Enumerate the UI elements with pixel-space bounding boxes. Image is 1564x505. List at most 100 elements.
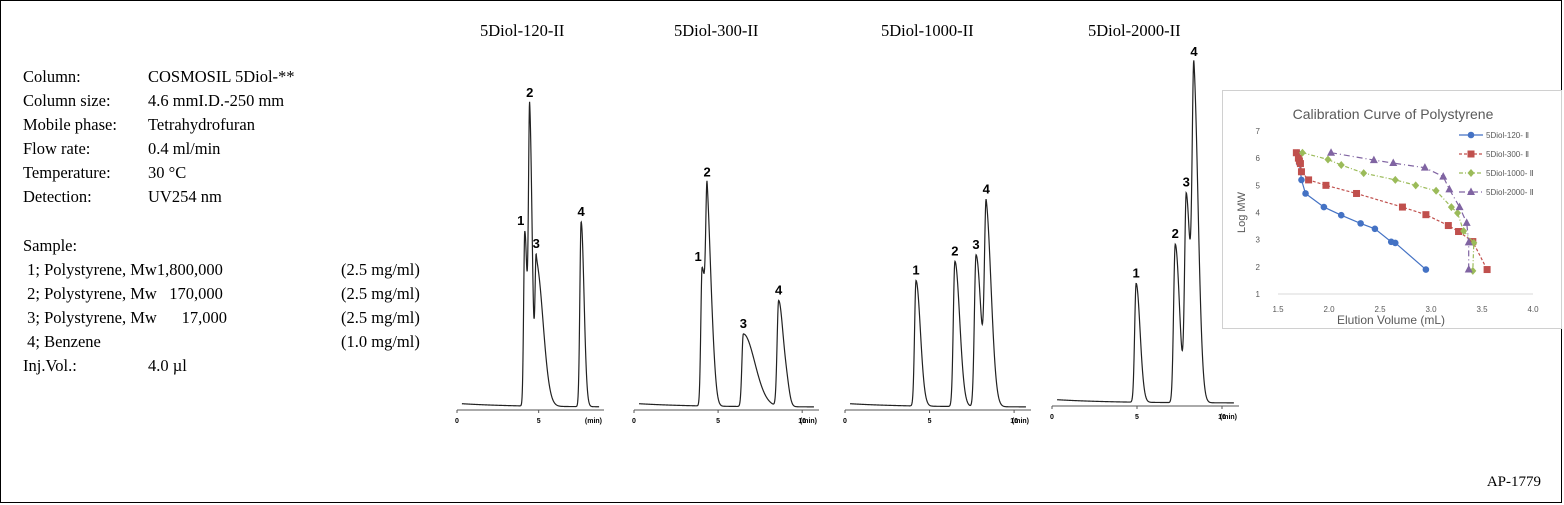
calibration-point (1389, 158, 1398, 167)
calibration-point (1296, 160, 1304, 168)
injection-volume-label: Inj.Vol.: (23, 356, 77, 375)
peak-label: 4 (775, 282, 783, 297)
injection-volume-value: 4.0 µl (148, 356, 187, 375)
chromatogram-tick-label: 10 (1218, 414, 1226, 421)
calibration-point (1460, 226, 1468, 235)
sample-name: 4; Benzene (23, 332, 101, 351)
chromatogram-trace (461, 101, 600, 408)
condition-value: COSMOSIL 5Diol-** (148, 67, 295, 86)
chromatogram-tick-label: 5 (537, 418, 541, 425)
calibration-point (1455, 202, 1464, 211)
peak-label: 1 (1133, 265, 1140, 280)
calibration-y-tick: 1 (1256, 290, 1261, 299)
sample-concentration: (2.5 mg/ml) (341, 284, 420, 303)
calibration-point (1462, 218, 1471, 226)
calibration-point (1439, 172, 1448, 180)
calibration-point (1464, 265, 1473, 273)
calibration-point (1470, 238, 1478, 247)
peak-label: 4 (1190, 44, 1198, 59)
peak-label: 2 (1172, 226, 1179, 241)
calibration-y-label: Log MW (1236, 191, 1248, 233)
calibration-point (1398, 203, 1406, 211)
calibration-title: Calibration Curve of Polystyrene (1293, 106, 1494, 122)
condition-key: Temperature: (23, 163, 111, 182)
calibration-point (1298, 176, 1305, 184)
calibration-point (1422, 266, 1430, 273)
calibration-point (1298, 148, 1306, 157)
calibration-y-tick: 4 (1256, 209, 1261, 218)
peak-label: 4 (983, 182, 991, 197)
calibration-point (1360, 169, 1368, 178)
legend-label: 5Diol-2000- Ⅱ (1486, 188, 1534, 197)
chromatogram-tick-label: 5 (1135, 414, 1139, 421)
legend-marker (1467, 187, 1475, 195)
peak-label: 2 (951, 243, 958, 258)
calibration-point (1469, 266, 1477, 275)
calibration-point (1337, 160, 1345, 169)
legend-entry: 5Diol-2000- Ⅱ (1459, 187, 1534, 197)
legend-label: 5Diol-1000- Ⅱ (1486, 169, 1534, 178)
calibration-y-tick: 3 (1256, 236, 1261, 245)
chromatogram-tick-label: 0 (843, 418, 847, 425)
sample-name: 1; Polystyrene, Mw1,800,000 (23, 260, 223, 279)
peak-label: 1 (517, 213, 524, 228)
calibration-y-tick: 2 (1256, 263, 1261, 272)
calibration-point (1357, 220, 1364, 227)
calibration-x-tick: 1.5 (1272, 305, 1284, 314)
chromatogram-1: 0 5 10(min) 1 2 3 4 (632, 165, 819, 425)
chromatogram-title-300: 5Diol-300-II (674, 21, 759, 40)
peak-label: 3 (1183, 175, 1190, 190)
calibration-series-3 (1327, 148, 1473, 273)
chromatogram-trace (1057, 60, 1234, 404)
calibration-point (1322, 181, 1330, 189)
condition-key: Flow rate: (23, 139, 91, 158)
calibration-point (1324, 155, 1332, 164)
legend-marker (1467, 131, 1475, 139)
calibration-point (1444, 222, 1452, 230)
chromatogram-title-120: 5Diol-120-II (480, 21, 565, 40)
sample-concentration: (2.5 mg/ml) (341, 308, 420, 327)
chromatogram-0: 0 5 (min) 1 2 3 4 (455, 85, 604, 425)
calibration-point (1392, 239, 1399, 247)
calibration-y-tick: 6 (1256, 154, 1261, 163)
condition-key: Detection: (23, 187, 92, 206)
peak-label: 3 (972, 237, 979, 252)
calibration-point (1327, 148, 1336, 156)
calibration-point (1432, 186, 1440, 195)
calibration-chart-svg: Calibration Curve of Polystyrene 1.5 2.0 2.… (1236, 106, 1539, 327)
condition-value: 0.4 ml/min (148, 139, 221, 158)
peak-label: 2 (526, 85, 533, 100)
calibration-series-1 (1292, 149, 1491, 274)
chromatogram-2: 0 5 10(min) 1 2 3 4 (843, 182, 1031, 425)
condition-value: 4.6 mmI.D.-250 mm (148, 91, 285, 110)
calibration-series-0 (1294, 149, 1430, 273)
peak-label: 3 (740, 316, 747, 331)
calibration-chart: Calibration Curve of Polystyrene 1.5 2.0 2.… (1222, 90, 1562, 329)
sample-name: 3; Polystyrene, Mw 17,000 (23, 308, 227, 327)
calibration-series-line (1296, 152, 1427, 271)
sample-name: 2; Polystyrene, Mw 170,000 (23, 284, 223, 303)
calibration-y-tick: 5 (1256, 181, 1261, 190)
calibration-point (1483, 266, 1491, 274)
calibration-series-line (1330, 152, 1470, 270)
calibration-point (1454, 209, 1462, 218)
calibration-point (1297, 168, 1305, 176)
condition-key: Mobile phase: (23, 115, 117, 134)
chromatogram-3: 0 5 10(min) 1 2 3 4 (1050, 44, 1239, 421)
chromatogram-tick-label: 10 (798, 418, 806, 425)
peak-label: 3 (533, 236, 540, 251)
chromatogram-tick-label: 0 (455, 418, 459, 425)
calibration-x-tick: 4.0 (1527, 305, 1539, 314)
calibration-x-tick: 2.5 (1374, 305, 1386, 314)
chromatogram-tick-label: 0 (1050, 414, 1054, 421)
condition-key: Column: (23, 67, 81, 86)
condition-key: Column size: (23, 91, 111, 110)
condition-value: 30 °C (148, 163, 187, 182)
legend-marker (1467, 169, 1475, 177)
peak-label: 1 (694, 249, 701, 264)
peak-label: 4 (578, 204, 586, 219)
calibration-point (1292, 149, 1300, 157)
chromatogram-title-1000: 5Diol-1000-II (881, 21, 974, 40)
